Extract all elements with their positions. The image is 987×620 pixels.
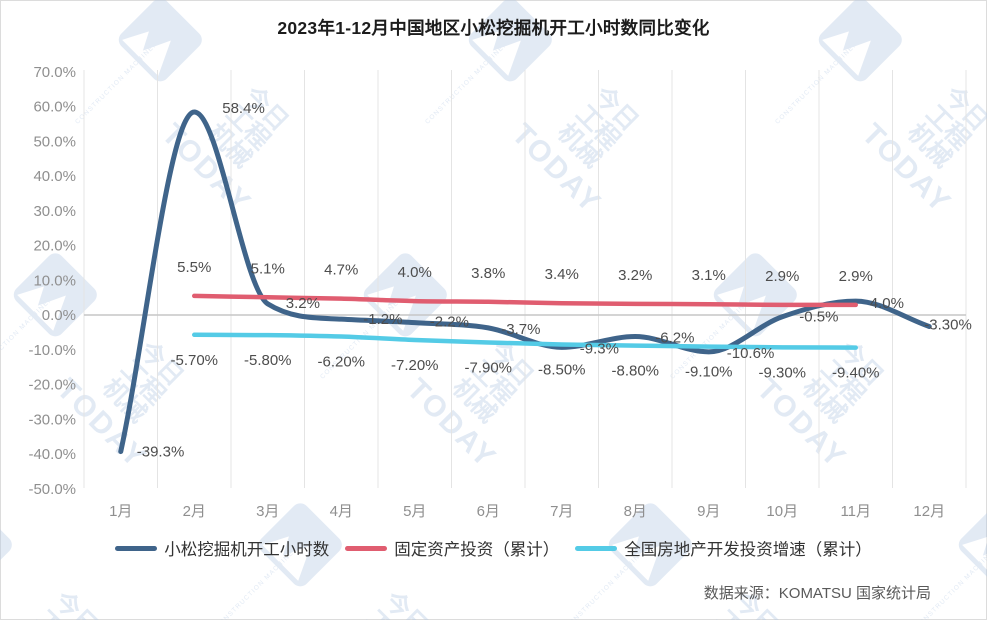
legend-swatch-fixed-asset-investment xyxy=(345,545,388,551)
data-label: -9.30% xyxy=(758,364,806,381)
data-label: -9.3% xyxy=(580,340,619,357)
y-axis-tick-label: 10.0% xyxy=(33,272,76,289)
x-axis-tick-label: 4月 xyxy=(330,503,353,520)
data-label: -6.2% xyxy=(655,330,694,347)
data-label: 4.7% xyxy=(324,262,358,279)
series-line-1 xyxy=(192,293,858,308)
x-axis-tick-label: 11月 xyxy=(840,503,871,520)
data-label: -9.40% xyxy=(832,365,880,382)
legend-label-komatsu-hours: 小松挖掘机开工小时数 xyxy=(164,541,330,559)
y-axis-tick-label: -40.0% xyxy=(28,446,76,463)
x-axis-tick-label: 6月 xyxy=(477,503,500,520)
x-axis-tick-label: 10月 xyxy=(766,503,798,520)
x-axis-tick-label: 7月 xyxy=(550,503,573,520)
data-label: -39.3% xyxy=(137,444,185,461)
data-label: 3.4% xyxy=(545,266,579,283)
y-axis-tick-label: -20.0% xyxy=(28,377,76,394)
x-axis-tick-label: 2月 xyxy=(183,503,206,520)
legend-label-fixed-asset-investment: 固定资产投资（累计） xyxy=(394,541,560,559)
data-label: 3.2% xyxy=(286,295,320,312)
chart-legend: 小松挖掘机开工小时数 固定资产投资（累计） 全国房地产开发投资增速（累计） xyxy=(0,536,987,560)
legend-item-real-estate-investment[interactable]: 全国房地产开发投资增速（累计） xyxy=(575,536,872,560)
data-label: -10.6% xyxy=(727,345,775,362)
legend-label-real-estate-investment: 全国房地产开发投资增速（累计） xyxy=(624,541,872,559)
data-label: 5.5% xyxy=(177,259,211,276)
x-axis-tick-label: 1月 xyxy=(109,503,132,520)
legend-swatch-komatsu-hours xyxy=(115,545,158,551)
y-axis-tick-label: 40.0% xyxy=(33,168,76,185)
data-label: 58.4% xyxy=(222,100,265,117)
data-label: -1.2% xyxy=(363,311,402,328)
y-axis-tick-label: 70.0% xyxy=(33,64,76,81)
y-axis-tick-label: -50.0% xyxy=(28,481,76,498)
data-label: 3.2% xyxy=(618,267,652,284)
series-line-0 xyxy=(118,109,932,455)
x-axis-tick-label: 3月 xyxy=(256,503,279,520)
y-axis-tick-label: -30.0% xyxy=(28,411,76,428)
x-axis-tick-label: 12月 xyxy=(913,503,945,520)
data-label: -8.80% xyxy=(611,363,659,380)
y-axis-tick-label: -10.0% xyxy=(28,342,76,359)
data-label: -8.50% xyxy=(538,362,586,379)
x-axis-tick-label: 8月 xyxy=(624,503,647,520)
data-label: -0.5% xyxy=(799,309,838,326)
data-label: -3.7% xyxy=(501,321,540,338)
y-axis-tick-label: 30.0% xyxy=(33,203,76,220)
data-label: -3.30% xyxy=(924,316,972,333)
series-line-2 xyxy=(192,332,858,350)
data-source-text: 数据来源：KOMATSU 国家统计局 xyxy=(703,585,931,602)
data-label: -5.70% xyxy=(170,352,218,369)
data-label: -5.80% xyxy=(244,352,292,369)
chart-title: 2023年1-12月中国地区小松挖掘机开工小时数同比变化 xyxy=(277,18,710,38)
y-axis-tick-label: 50.0% xyxy=(33,133,76,150)
data-label: 2.9% xyxy=(839,268,873,285)
data-label: 2.9% xyxy=(765,268,799,285)
data-label: 3.1% xyxy=(692,267,726,284)
y-axis-tick-label: 0.0% xyxy=(42,307,76,324)
legend-swatch-real-estate-investment xyxy=(575,545,618,551)
data-label: -7.90% xyxy=(464,359,512,376)
data-label: -9.10% xyxy=(685,364,733,381)
legend-item-fixed-asset-investment[interactable]: 固定资产投资（累计） xyxy=(345,536,559,560)
data-label: 4.0% xyxy=(870,295,904,312)
data-label: -6.20% xyxy=(317,354,365,371)
data-label: 3.8% xyxy=(471,265,505,282)
data-label: -2.2% xyxy=(430,314,469,331)
x-axis-tick-label: 5月 xyxy=(403,503,426,520)
legend-item-komatsu-hours[interactable]: 小松挖掘机开工小时数 xyxy=(115,536,329,560)
data-label: 5.1% xyxy=(251,260,285,277)
data-label: 4.0% xyxy=(398,264,432,281)
y-axis-tick-label: 60.0% xyxy=(33,99,76,116)
y-axis-tick-label: 20.0% xyxy=(33,238,76,255)
data-label: -7.20% xyxy=(391,357,439,374)
x-axis-tick-label: 9月 xyxy=(697,503,720,520)
